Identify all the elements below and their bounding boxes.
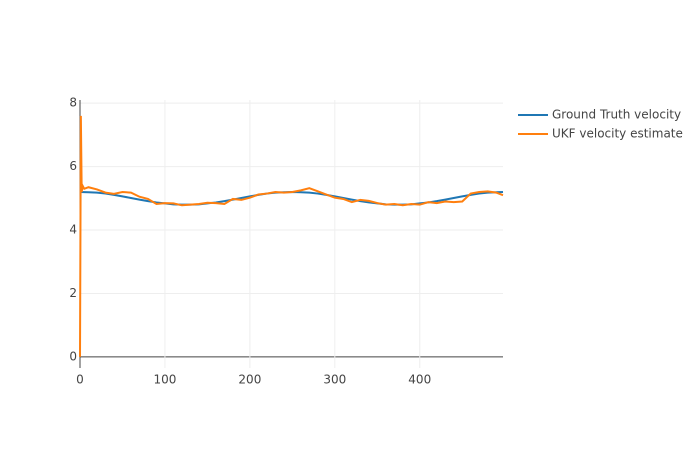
legend-label: Ground Truth velocity [552,108,681,122]
y-tick-label: 0 [69,349,77,363]
x-tick-label: 0 [76,373,84,387]
x-tick-label: 100 [153,373,176,387]
x-tick-label: 400 [408,373,431,387]
y-tick-label: 2 [69,286,77,300]
y-tick-label: 8 [69,96,77,110]
legend-label: UKF velocity estimate [552,127,683,141]
x-tick-label: 200 [238,373,261,387]
data-line [79,115,504,357]
y-tick-label: 4 [69,223,77,237]
y-tick-label: 6 [69,159,77,173]
x-tick-label: 300 [323,373,346,387]
